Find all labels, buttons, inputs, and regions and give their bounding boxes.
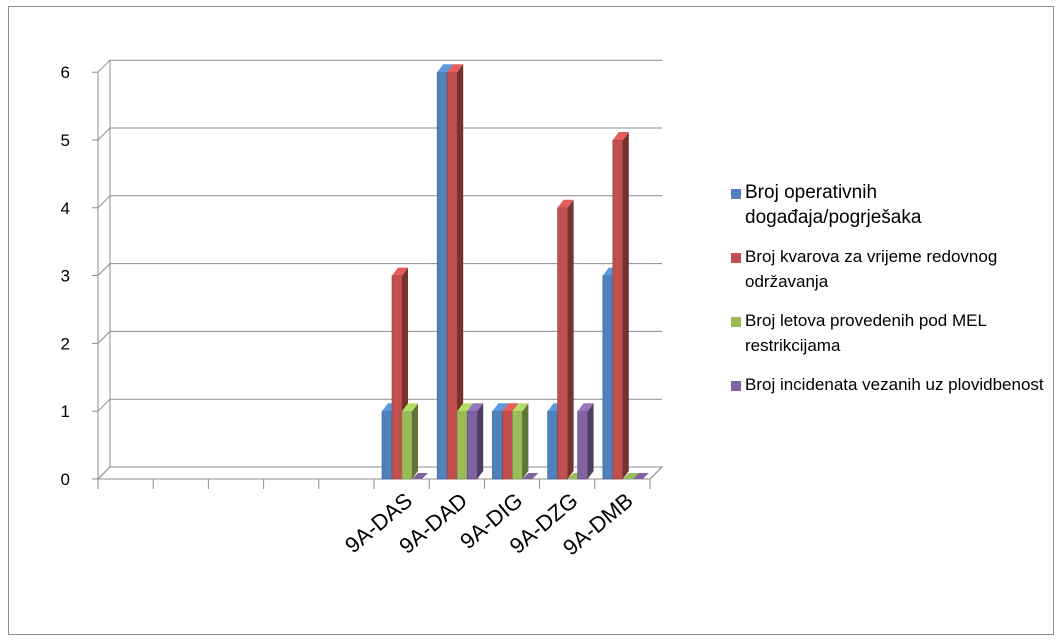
gridline-diag bbox=[97, 59, 111, 73]
floor-edge bbox=[649, 466, 663, 480]
bar bbox=[577, 403, 594, 480]
bar bbox=[466, 403, 484, 480]
y-tick-label: 6 bbox=[61, 63, 70, 82]
legend-swatch bbox=[731, 253, 741, 263]
legend-item: Broj operativnih događaja/pogrješaka bbox=[731, 181, 1051, 231]
legend-label: Broj incidenata vezanih uz plovidbenost bbox=[745, 375, 1044, 394]
gridline-diag bbox=[97, 398, 111, 412]
legend-swatch bbox=[731, 317, 741, 327]
bar bbox=[401, 403, 418, 480]
legend-label: Broj letova provedenih pod MEL restrikci… bbox=[745, 311, 987, 355]
gridline-diag bbox=[97, 263, 111, 276]
gridline-diag bbox=[97, 127, 111, 141]
legend-item: Broj kvarova za vrijeme redovnog održava… bbox=[731, 245, 1051, 295]
gridline-diag bbox=[97, 195, 111, 209]
legend-item: Broj letova provedenih pod MEL restrikci… bbox=[731, 309, 1051, 359]
bar bbox=[612, 132, 629, 480]
legend: Broj operativnih događaja/pogrješaka Broj… bbox=[731, 181, 1051, 412]
bar bbox=[446, 64, 464, 480]
bar bbox=[522, 473, 539, 479]
legend-label: Broj operativnih događaja/pogrješaka bbox=[745, 182, 922, 228]
bar bbox=[622, 473, 639, 479]
y-tick-label: 2 bbox=[61, 334, 70, 353]
bar bbox=[557, 199, 574, 480]
y-tick-label: 1 bbox=[61, 402, 70, 421]
y-tick-label: 4 bbox=[61, 199, 70, 218]
legend-swatch bbox=[731, 381, 741, 391]
gridline-diag bbox=[97, 331, 111, 344]
y-tick-label: 0 bbox=[61, 470, 70, 489]
bar bbox=[512, 403, 529, 480]
chart-frame: 0 1 2 3 4 5 6 9A-DAS 9A-DAD 9A-DIG 9A-DZG 9A-DMB Br… bbox=[8, 6, 1054, 635]
grid-layer bbox=[96, 59, 664, 480]
bar bbox=[632, 473, 649, 479]
legend-label: Broj kvarova za vrijeme redovnog održava… bbox=[745, 247, 998, 291]
y-tick-label: 5 bbox=[61, 131, 70, 150]
bar-layer bbox=[381, 64, 649, 480]
bar bbox=[412, 473, 428, 479]
y-tick-label: 3 bbox=[61, 267, 70, 286]
legend-swatch bbox=[731, 189, 741, 199]
legend-item: Broj incidenata vezanih uz plovidbenost bbox=[731, 373, 1051, 398]
